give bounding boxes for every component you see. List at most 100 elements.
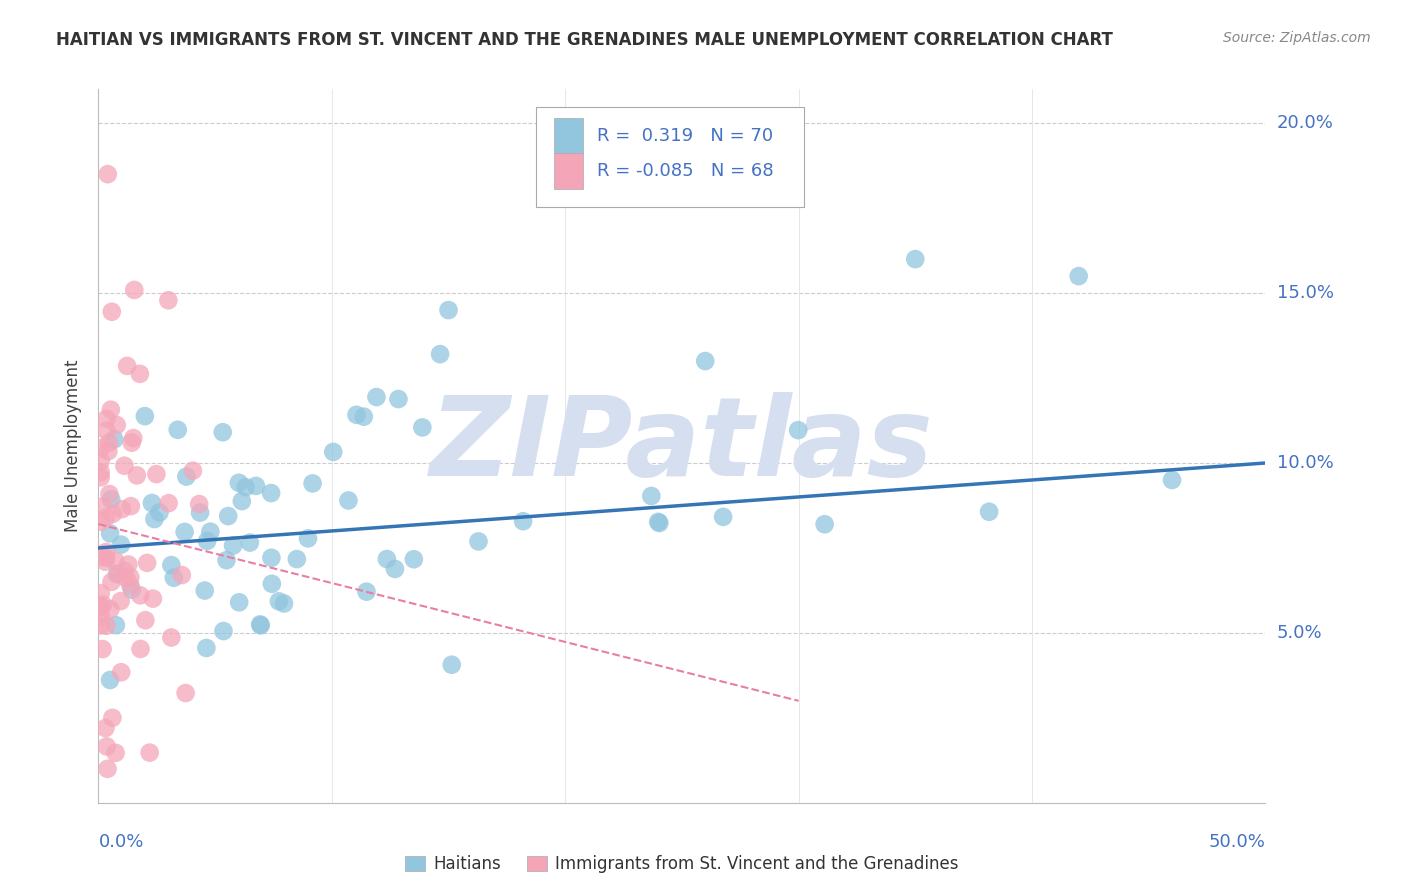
- Point: [402, 552, 425, 566]
- Point: [211, 425, 233, 440]
- Point: [212, 624, 235, 638]
- Point: [695, 354, 717, 368]
- Point: [90, 618, 112, 632]
- Point: [96, 762, 118, 776]
- Point: [787, 423, 810, 437]
- Point: [91, 598, 114, 612]
- Point: [98, 435, 121, 450]
- Point: [101, 304, 124, 318]
- Point: [176, 469, 198, 483]
- Point: [107, 566, 129, 581]
- Point: [96, 739, 118, 754]
- Point: [114, 564, 136, 578]
- Point: [297, 532, 319, 546]
- Point: [163, 571, 186, 585]
- Point: [337, 493, 360, 508]
- Point: [94, 545, 117, 559]
- Point: [195, 640, 218, 655]
- Point: [94, 510, 117, 524]
- Point: [145, 467, 167, 482]
- Point: [143, 512, 166, 526]
- Point: [648, 516, 671, 530]
- Point: [120, 499, 142, 513]
- Point: [121, 435, 143, 450]
- Point: [110, 538, 132, 552]
- Point: [260, 550, 283, 565]
- Point: [384, 562, 406, 576]
- Point: [301, 476, 323, 491]
- Point: [104, 746, 127, 760]
- Text: 50.0%: 50.0%: [1209, 833, 1265, 851]
- Point: [129, 642, 152, 657]
- Text: HAITIAN VS IMMIGRANTS FROM ST. VINCENT AND THE GRENADINES MALE UNEMPLOYMENT CORR: HAITIAN VS IMMIGRANTS FROM ST. VINCENT A…: [56, 31, 1114, 49]
- Point: [440, 657, 463, 672]
- Point: [157, 293, 180, 308]
- Point: [267, 594, 290, 608]
- Point: [166, 423, 188, 437]
- Point: [904, 252, 927, 266]
- Point: [188, 497, 211, 511]
- Point: [120, 570, 142, 584]
- Point: [215, 553, 238, 567]
- Point: [249, 617, 271, 632]
- Point: [1161, 473, 1184, 487]
- Point: [90, 441, 112, 455]
- Point: [121, 582, 143, 597]
- Text: ZIPatlas: ZIPatlas: [430, 392, 934, 500]
- Text: 0.0%: 0.0%: [98, 833, 143, 851]
- Point: [120, 578, 142, 592]
- Point: [173, 524, 195, 539]
- Text: Source: ZipAtlas.com: Source: ZipAtlas.com: [1223, 31, 1371, 45]
- Text: 15.0%: 15.0%: [1277, 284, 1333, 302]
- Text: R = -0.085   N = 68: R = -0.085 N = 68: [596, 162, 773, 180]
- Point: [346, 408, 368, 422]
- Point: [142, 591, 165, 606]
- Point: [103, 432, 125, 446]
- Point: [194, 583, 217, 598]
- Point: [91, 500, 114, 514]
- Point: [322, 445, 344, 459]
- Point: [245, 479, 267, 493]
- Point: [353, 409, 375, 424]
- Point: [222, 539, 245, 553]
- Point: [94, 555, 117, 569]
- Point: [141, 496, 163, 510]
- Point: [100, 602, 122, 616]
- Point: [90, 549, 112, 564]
- Point: [96, 550, 118, 565]
- Point: [411, 420, 433, 434]
- Point: [117, 558, 139, 572]
- Point: [122, 431, 145, 445]
- Point: [97, 444, 120, 458]
- Point: [105, 417, 128, 432]
- Point: [134, 613, 156, 627]
- Point: [134, 409, 156, 424]
- Point: [228, 475, 250, 490]
- Point: [90, 586, 112, 600]
- Point: [1067, 269, 1090, 284]
- Point: [100, 574, 122, 589]
- Point: [217, 509, 239, 524]
- Point: [429, 347, 451, 361]
- Point: [100, 402, 122, 417]
- Point: [195, 533, 218, 548]
- Point: [104, 618, 127, 632]
- Point: [136, 556, 159, 570]
- Point: [98, 526, 121, 541]
- Point: [814, 517, 837, 532]
- Point: [977, 505, 1000, 519]
- Point: [170, 568, 193, 582]
- Point: [188, 506, 211, 520]
- Point: [512, 514, 534, 528]
- Text: 5.0%: 5.0%: [1277, 624, 1322, 642]
- Point: [90, 470, 112, 484]
- Point: [96, 424, 118, 438]
- Point: [90, 454, 112, 468]
- Point: [467, 534, 489, 549]
- Point: [111, 502, 134, 516]
- Point: [128, 367, 150, 381]
- Point: [181, 464, 204, 478]
- Point: [110, 665, 132, 680]
- Point: [125, 468, 148, 483]
- Point: [366, 390, 388, 404]
